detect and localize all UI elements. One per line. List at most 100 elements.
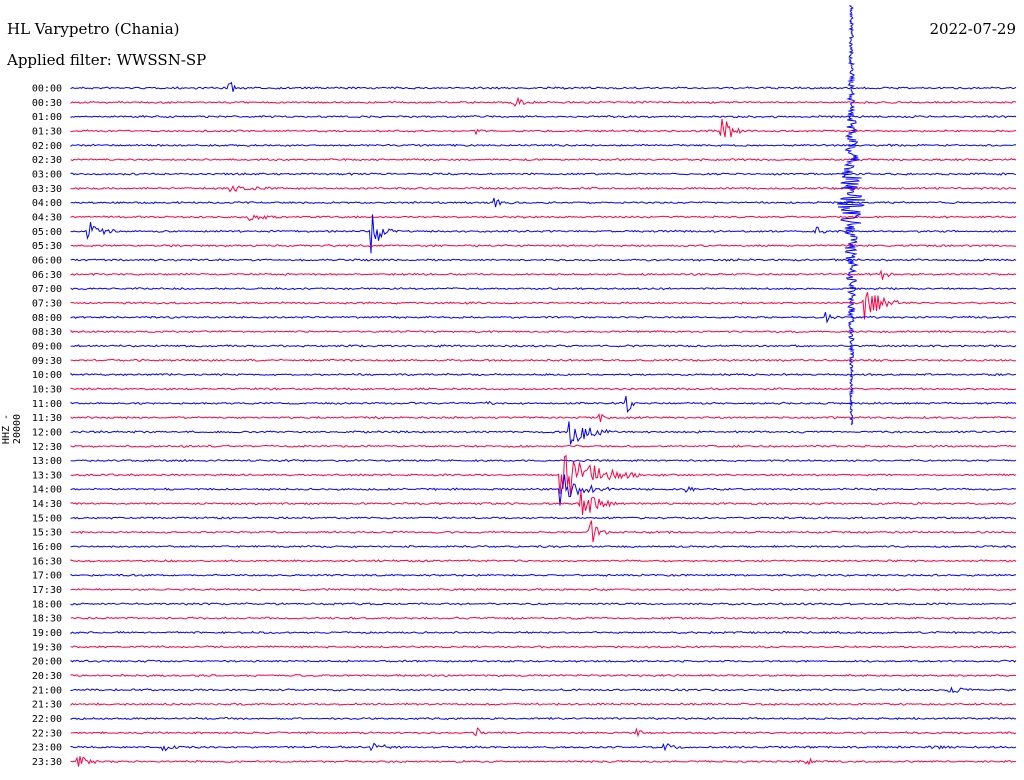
row-time-label: 12:00 — [32, 427, 62, 438]
trace-row — [70, 214, 1017, 254]
row-time-label: 05:00 — [32, 227, 62, 238]
row-time-label: 17:00 — [32, 571, 62, 582]
row-time-label: 21:30 — [32, 700, 62, 711]
row-time-label: 09:30 — [32, 356, 62, 367]
trace-row — [70, 559, 1017, 563]
trace-row — [70, 673, 1016, 678]
trace-row — [70, 727, 1017, 738]
trace-row — [70, 756, 1016, 767]
row-time-label: 06:30 — [32, 270, 62, 281]
row-time-label: 20:00 — [32, 657, 62, 668]
trace-row — [70, 702, 1017, 706]
trace-row — [70, 686, 1017, 694]
trace-row — [70, 81, 1017, 92]
trace-row — [70, 143, 1017, 147]
row-time-label: 00:30 — [32, 98, 62, 109]
row-time-label: 16:30 — [32, 556, 62, 567]
row-time-label: 08:00 — [32, 313, 62, 324]
row-time-label: 12:30 — [32, 442, 62, 453]
row-time-label: 09:00 — [32, 341, 62, 352]
row-time-label: 20:30 — [32, 671, 62, 682]
trace-row — [70, 269, 1017, 280]
row-time-label: 18:30 — [32, 614, 62, 625]
trace-row — [70, 587, 1017, 592]
row-time-label: 03:00 — [32, 169, 62, 180]
trace-row — [70, 243, 1017, 248]
trace-row — [70, 185, 1017, 193]
trace-row — [70, 516, 1017, 520]
trace-row — [70, 520, 1017, 543]
row-time-label: 01:00 — [32, 112, 62, 123]
date-label: 2022-07-29 — [929, 20, 1016, 38]
row-time-label: 13:30 — [32, 470, 62, 481]
trace-row — [70, 395, 1017, 413]
trace-row — [70, 616, 1017, 620]
large-event-trace — [837, 5, 866, 426]
row-time-label: 05:30 — [32, 241, 62, 252]
row-time-label: 13:00 — [32, 456, 62, 467]
trace-row — [70, 214, 1017, 222]
trace-row — [70, 444, 1017, 448]
row-time-label: 03:30 — [32, 184, 62, 195]
trace-row — [70, 344, 1017, 348]
row-time-label: 04:30 — [32, 212, 62, 223]
row-time-label: 19:00 — [32, 628, 62, 639]
trace-row — [70, 372, 1017, 377]
trace-row — [70, 421, 1017, 445]
trace-row — [70, 387, 1017, 391]
trace-row — [70, 474, 1017, 506]
station-title: HL Varypetro (Chania) — [7, 20, 180, 38]
trace-row — [70, 630, 1017, 635]
row-time-label: 19:30 — [32, 642, 62, 653]
trace-row — [70, 602, 1017, 606]
trace-row — [70, 716, 1017, 721]
trace-row — [70, 358, 1016, 363]
trace-row — [70, 544, 1017, 549]
filter-label: Applied filter: WWSSN-SP — [7, 51, 207, 69]
row-time-label: 00:00 — [32, 84, 62, 95]
row-time-label: 06:00 — [32, 255, 62, 266]
row-time-label: 16:00 — [32, 542, 62, 553]
row-time-label: 22:30 — [32, 728, 62, 739]
trace-row — [70, 286, 1017, 291]
trace-row — [70, 573, 1017, 577]
row-time-label: 08:30 — [32, 327, 62, 338]
row-time-label: 14:30 — [32, 499, 62, 510]
row-time-label: 22:00 — [32, 714, 62, 725]
trace-row — [70, 413, 1017, 423]
row-time-label: 21:00 — [32, 685, 62, 696]
row-time-label: 15:00 — [32, 513, 62, 524]
trace-row — [70, 258, 1017, 262]
row-time-label: 07:30 — [32, 298, 62, 309]
trace-row — [70, 96, 1017, 107]
row-time-label: 04:00 — [32, 198, 62, 209]
row-time-label: 14:00 — [32, 485, 62, 496]
row-time-label: 23:30 — [32, 757, 62, 768]
trace-row — [70, 329, 1017, 334]
trace-row — [70, 114, 1017, 119]
row-time-label: 18:00 — [32, 599, 62, 610]
row-time-label: 15:30 — [32, 528, 62, 539]
trace-row — [70, 197, 1017, 208]
row-time-label: 10:30 — [32, 384, 62, 395]
trace-row — [70, 490, 1017, 515]
trace-row — [70, 172, 1017, 176]
trace-row — [70, 118, 1017, 138]
trace-row — [70, 312, 1017, 324]
row-time-label: 10:00 — [32, 370, 62, 381]
trace-row — [70, 742, 1017, 752]
row-time-label: 23:00 — [32, 743, 62, 754]
row-time-label: 01:30 — [32, 126, 62, 137]
row-time-label: 11:30 — [32, 413, 62, 424]
row-time-label: 02:00 — [32, 141, 62, 152]
row-time-label: 07:00 — [32, 284, 62, 295]
trace-row — [70, 158, 1017, 162]
trace-row — [70, 458, 1017, 463]
row-time-label: 11:00 — [32, 399, 62, 410]
trace-row — [70, 454, 1017, 496]
row-time-label: 17:30 — [32, 585, 62, 596]
trace-row — [70, 659, 1017, 663]
trace-row — [70, 645, 1017, 649]
trace-row — [70, 292, 1017, 320]
